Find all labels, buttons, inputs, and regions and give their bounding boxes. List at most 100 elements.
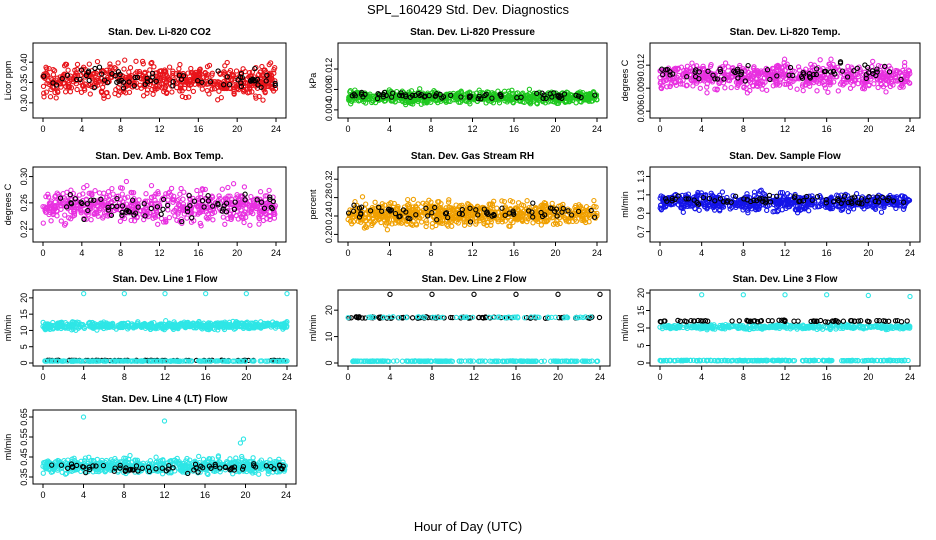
- data-point: [96, 190, 103, 196]
- data-point: [43, 193, 49, 200]
- data-point: [697, 85, 703, 91]
- data-point: [844, 74, 851, 80]
- data-point: [85, 207, 91, 214]
- data-point: [742, 78, 748, 84]
- data-point: [901, 79, 908, 85]
- data-point: [209, 86, 215, 92]
- data-point: [474, 98, 480, 104]
- y-tick-label: 0.008: [324, 78, 334, 101]
- data-point: [77, 76, 83, 83]
- data-point: [502, 218, 508, 224]
- data-point: [110, 191, 116, 197]
- data-point: [215, 79, 221, 85]
- data-point: [538, 222, 544, 228]
- data-point: [456, 211, 463, 217]
- data-point: [409, 92, 416, 99]
- data-point: [423, 223, 429, 230]
- data-point: [696, 69, 702, 75]
- data-point: [381, 89, 388, 96]
- data-point: [155, 191, 161, 197]
- data-point: [869, 63, 875, 70]
- data-point: [242, 197, 248, 203]
- data-point: [92, 65, 98, 72]
- x-tick-label: 0: [40, 124, 45, 134]
- data-point: [40, 83, 47, 90]
- data-point: [874, 66, 880, 72]
- data-point: [780, 71, 787, 77]
- data-point: [782, 62, 789, 69]
- data-point: [204, 216, 211, 222]
- data-point: [177, 191, 183, 197]
- data-point: [735, 75, 741, 81]
- x-tick-label: 16: [822, 248, 832, 258]
- data-point: [704, 84, 710, 90]
- data-point: [132, 74, 138, 81]
- data-point: [64, 203, 71, 209]
- data-point: [242, 191, 248, 197]
- points: [40, 291, 290, 364]
- data-point: [249, 69, 256, 75]
- data-point: [184, 78, 190, 84]
- data-point: [238, 194, 244, 200]
- data-point: [47, 94, 54, 100]
- data-point: [449, 206, 455, 213]
- y-axis-label: degrees C: [3, 183, 13, 225]
- data-point: [257, 189, 264, 195]
- data-point: [454, 214, 460, 220]
- data-point: [122, 57, 128, 63]
- data-point: [414, 209, 420, 215]
- data-point: [105, 213, 111, 219]
- data-point: [235, 202, 241, 208]
- data-point: [50, 80, 56, 86]
- data-point: [152, 85, 158, 92]
- data-point: [144, 87, 151, 93]
- data-point: [586, 208, 592, 214]
- data-point: [811, 62, 818, 68]
- x-tick-label: 4: [79, 124, 84, 134]
- data-point: [560, 205, 566, 212]
- data-point: [58, 206, 64, 212]
- data-point: [41, 90, 47, 96]
- data-point: [224, 74, 230, 80]
- data-point: [588, 207, 594, 214]
- data-point: [73, 76, 80, 83]
- data-point: [260, 84, 266, 91]
- data-point: [256, 93, 262, 100]
- data-point: [481, 206, 487, 212]
- data-point: [158, 211, 164, 217]
- data-point: [821, 68, 828, 75]
- data-point: [222, 63, 228, 69]
- data-point: [356, 205, 363, 211]
- data-point: [499, 205, 505, 211]
- data-point: [853, 77, 859, 83]
- data-point: [484, 209, 490, 215]
- data-point: [54, 88, 61, 94]
- data-point: [131, 212, 137, 218]
- data-point: [540, 95, 546, 101]
- data-point: [660, 71, 666, 78]
- data-point: [171, 197, 177, 203]
- x-tick-label: 12: [154, 248, 164, 258]
- data-point: [505, 93, 511, 99]
- data-point: [89, 83, 95, 90]
- x-tick-label: 0: [657, 248, 662, 258]
- data-point: [550, 221, 557, 227]
- data-point: [417, 215, 423, 221]
- x-tick-label: 0: [345, 124, 350, 134]
- data-point: [165, 190, 172, 196]
- data-point: [352, 93, 358, 99]
- data-point: [565, 208, 571, 214]
- data-point: [667, 72, 673, 78]
- data-point: [466, 93, 473, 99]
- data-point: [814, 66, 820, 72]
- data-point: [722, 85, 728, 91]
- data-point: [221, 78, 227, 85]
- data-point: [800, 81, 806, 87]
- data-point: [684, 74, 690, 80]
- data-point: [475, 212, 481, 218]
- data-point: [166, 214, 173, 221]
- data-point: [488, 216, 494, 222]
- data-point: [272, 82, 278, 89]
- data-point: [359, 194, 366, 200]
- data-point: [661, 78, 667, 85]
